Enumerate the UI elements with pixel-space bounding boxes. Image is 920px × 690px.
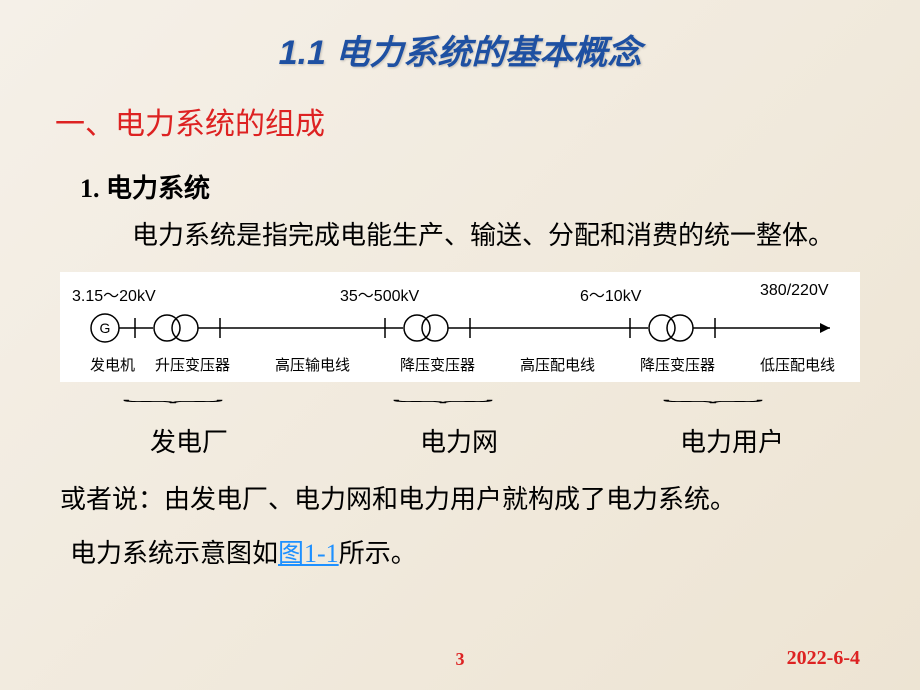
- paragraph-3: 电力系统示意图如图1-1所示。: [70, 532, 860, 576]
- section-heading: 一、电力系统的组成: [55, 99, 920, 143]
- brace-1: ︸: [121, 396, 225, 415]
- para3-post: 所示。: [339, 539, 417, 568]
- brace-2: ︸: [391, 396, 495, 415]
- label-hv-distribution: 高压配电线: [520, 354, 595, 375]
- voltage-1: 3.15～20kV: [72, 282, 156, 306]
- subsection-heading: 1. 电力系统: [80, 168, 920, 205]
- slide-title: 1.1 电力系统的基本概念: [0, 0, 920, 74]
- page-number: 3: [456, 649, 465, 670]
- arrow-icon: [820, 323, 830, 333]
- figure-link[interactable]: 图1-1: [278, 539, 339, 568]
- label-generator: 发电机: [90, 354, 135, 375]
- label-step-up-transformer: 升压变压器: [155, 354, 230, 375]
- para3-pre: 电力系统示意图如: [70, 539, 278, 568]
- voltage-3: 6～10kV: [580, 282, 641, 306]
- group-labels-row: 发电厂 电力网 电力用户: [60, 422, 860, 458]
- circuit-svg-row: G: [75, 310, 845, 346]
- group-label-user: 电力用户: [680, 422, 784, 459]
- generator-label: G: [100, 320, 111, 336]
- group-label-grid: 电力网: [420, 422, 498, 459]
- slide-date: 2022-6-4: [787, 647, 860, 670]
- voltage-2: 35～500kV: [340, 282, 419, 306]
- label-step-down-transformer-1: 降压变压器: [400, 354, 475, 375]
- brace-row: ︸ ︸ ︸: [60, 387, 860, 417]
- brace-3: ︸: [661, 396, 765, 415]
- paragraph-2: 或者说：由发电厂、电力网和电力用户就构成了电力系统。: [60, 478, 860, 522]
- paragraph-1: 电力系统是指完成电能生产、输送、分配和消费的统一整体。: [80, 215, 840, 257]
- group-label-plant: 发电厂: [150, 422, 228, 459]
- label-step-down-transformer-2: 降压变压器: [640, 354, 715, 375]
- label-lv-distribution: 低压配电线: [760, 354, 835, 375]
- circuit-svg: G: [75, 310, 845, 346]
- component-labels-row: 发电机 升压变压器 高压输电线 降压变压器 高压配电线 降压变压器 低压配电线: [60, 354, 860, 374]
- voltage-4: 380/220V: [760, 282, 829, 300]
- label-hv-transmission: 高压输电线: [275, 354, 350, 375]
- power-system-diagram: 3.15～20kV 35～500kV 6～10kV 380/220V G: [60, 272, 860, 382]
- voltage-labels-row: 3.15～20kV 35～500kV 6～10kV 380/220V: [60, 282, 860, 302]
